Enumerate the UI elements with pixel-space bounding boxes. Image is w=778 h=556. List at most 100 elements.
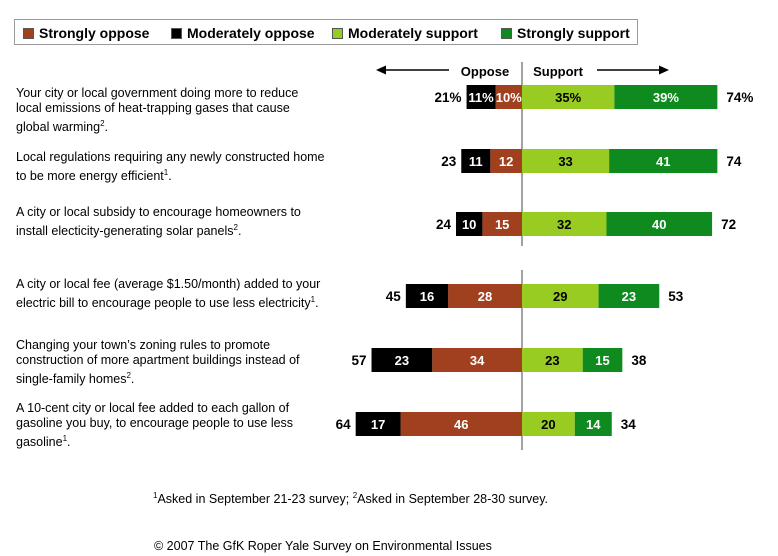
label-moderately-support-5: 20	[541, 417, 555, 432]
row-label-5: A 10-cent city or local fee added to eac…	[16, 401, 294, 450]
row-label-0-text: Your city or local government doing more…	[16, 86, 299, 135]
support-arrow-head	[659, 65, 669, 75]
label-strongly-support-1: 41	[656, 154, 670, 169]
bar-strongly-oppose-2	[482, 212, 522, 236]
legend: Strongly oppose Moderately oppose Modera…	[14, 19, 638, 45]
legend-swatch-moderately-oppose	[171, 27, 182, 39]
oppose-total-5: 64	[336, 417, 352, 432]
bar-strongly-oppose-5	[400, 412, 522, 436]
legend-item-moderately-support: Moderately support	[332, 25, 478, 41]
legend-label-strongly-support: Strongly support	[517, 25, 630, 41]
legend-label-moderately-oppose: Moderately oppose	[187, 25, 315, 41]
label-strongly-support-3: 23	[622, 289, 636, 304]
row-label-2-text: A city or local subsidy to encourage hom…	[16, 205, 301, 239]
legend-label-strongly-oppose: Strongly oppose	[39, 25, 150, 41]
label-moderately-support-0: 35%	[555, 90, 581, 105]
legend-swatch-strongly-support	[501, 27, 512, 39]
label-moderately-support-1: 33	[558, 154, 572, 169]
label-moderately-support-3: 29	[553, 289, 567, 304]
label-strongly-support-0: 39%	[653, 90, 679, 105]
bar-moderately-oppose-2	[456, 212, 483, 236]
bar-strongly-support-5	[574, 412, 612, 436]
row-label-2-mark: 2	[233, 223, 238, 232]
label-strongly-oppose-5: 46	[454, 417, 468, 432]
legend-item-strongly-support: Strongly support	[501, 25, 630, 41]
bar-moderately-support-0	[522, 85, 615, 109]
label-strongly-oppose-3: 28	[478, 289, 492, 304]
bar-moderately-oppose-3	[405, 284, 449, 308]
row-label-5-mark: 1	[62, 434, 68, 443]
support-total-2: 72	[721, 217, 736, 232]
bar-strongly-support-3	[598, 284, 660, 308]
row-label-5-text: A 10-cent city or local fee added to eac…	[16, 401, 294, 450]
bar-strongly-oppose-4	[432, 348, 522, 372]
support-total-1: 74	[726, 154, 742, 169]
label-moderately-oppose-5: 17	[371, 417, 385, 432]
label-strongly-oppose-0: 10%	[496, 90, 522, 105]
footnote-mark-2: 2	[352, 491, 358, 500]
label-moderately-oppose-0: 11%	[468, 90, 494, 105]
label-strongly-oppose-2: 15	[495, 217, 509, 232]
label-moderately-oppose-2: 10	[462, 217, 476, 232]
legend-swatch-strongly-oppose	[23, 27, 34, 39]
legend-label-moderately-support: Moderately support	[348, 25, 478, 41]
row-label-0-mark: 2	[100, 119, 105, 128]
row-label-1-mark: 1	[163, 168, 169, 177]
oppose-total-1: 23	[441, 154, 457, 169]
oppose-arrow-head	[376, 65, 386, 75]
bar-strongly-support-2	[606, 212, 713, 236]
label-moderately-oppose-3: 16	[420, 289, 434, 304]
oppose-label: Oppose	[461, 64, 509, 79]
label-strongly-support-2: 40	[652, 217, 666, 232]
bar-moderately-oppose-4	[371, 348, 433, 372]
bar-moderately-oppose-5	[355, 412, 401, 436]
row-label-1-text: Local regulations requiring any newly co…	[16, 150, 325, 184]
row-label-3-mark: 1	[310, 295, 316, 304]
bar-strongly-oppose-1	[490, 149, 522, 173]
support-total-0: 74%	[726, 90, 753, 105]
bar-moderately-support-5	[522, 412, 575, 436]
support-total-4: 38	[631, 353, 647, 368]
bar-moderately-support-4	[522, 348, 583, 372]
bar-moderately-support-2	[522, 212, 607, 236]
legend-item-strongly-oppose: Strongly oppose	[23, 25, 149, 41]
row-label-3: A city or local fee (average $1.50/month…	[16, 277, 321, 311]
legend-item-moderately-oppose: Moderately oppose	[171, 25, 315, 41]
bar-strongly-oppose-3	[448, 284, 522, 308]
diverging-bar-chart: Oppose Support 10%11% 35% 39% 21% 74% 12 11 33 4…	[336, 62, 753, 450]
footnote: 1Asked in September 21-23 survey; 2Asked…	[153, 491, 548, 506]
support-label: Support	[533, 64, 583, 79]
oppose-total-2: 24	[436, 217, 452, 232]
label-strongly-oppose-1: 12	[499, 154, 513, 169]
bar-moderately-support-3	[522, 284, 599, 308]
label-moderately-oppose-4: 23	[395, 353, 409, 368]
row-label-4-mark: 2	[126, 371, 131, 380]
row-label-2: A city or local subsidy to encourage hom…	[16, 205, 301, 239]
oppose-total-0: 21%	[435, 90, 462, 105]
oppose-total-4: 57	[351, 353, 366, 368]
row-label-0: Your city or local government doing more…	[16, 86, 299, 135]
footnote-text-2: Asked in September 28-30 survey.	[357, 492, 548, 507]
label-strongly-support-5: 14	[586, 417, 601, 432]
bar-strongly-support-0	[614, 85, 718, 109]
support-total-3: 53	[668, 289, 684, 304]
bar-moderately-oppose-0	[466, 85, 496, 109]
label-moderately-support-4: 23	[545, 353, 559, 368]
bar-moderately-oppose-1	[461, 149, 491, 173]
bar-strongly-support-4	[582, 348, 623, 372]
row-label-4-text: Changing your town’s zoning rules to pro…	[16, 338, 300, 387]
row-label-3-text: A city or local fee (average $1.50/month…	[16, 277, 321, 311]
bar-strongly-oppose-0	[495, 85, 522, 109]
legend-swatch-moderately-support	[332, 27, 343, 39]
label-strongly-support-4: 15	[595, 353, 609, 368]
oppose-total-3: 45	[386, 289, 402, 304]
label-strongly-oppose-4: 34	[470, 353, 485, 368]
label-moderately-oppose-1: 11	[469, 154, 483, 169]
support-total-5: 34	[621, 417, 637, 432]
row-label-4: Changing your town’s zoning rules to pro…	[16, 338, 300, 387]
bar-moderately-support-1	[522, 149, 610, 173]
source-credit: © 2007 The GfK Roper Yale Survey on Envi…	[154, 539, 492, 553]
row-label-1: Local regulations requiring any newly co…	[16, 150, 325, 184]
footnote-mark-1: 1	[153, 491, 158, 500]
bar-strongly-support-1	[609, 149, 718, 173]
